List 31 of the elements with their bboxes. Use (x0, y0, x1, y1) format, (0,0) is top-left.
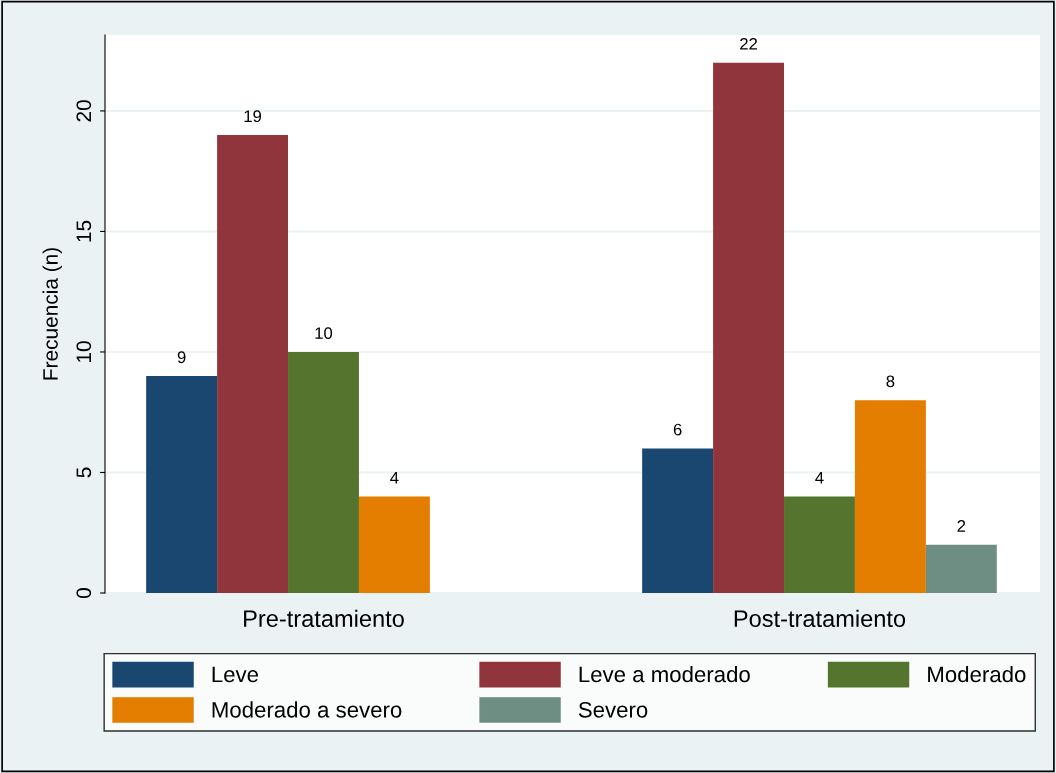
legend-label: Moderado a severo (212, 701, 402, 718)
x-tick-label: Post-tratamiento (734, 609, 906, 628)
legend-label: Severo (578, 701, 648, 718)
y-tick-label: 20 (76, 100, 92, 122)
bar (642, 448, 714, 593)
data-label: 6 (673, 423, 682, 436)
data-label: 4 (390, 472, 399, 484)
bar (784, 496, 855, 593)
data-label: 2 (957, 520, 966, 532)
bar (854, 400, 926, 593)
bar (146, 376, 218, 593)
data-label: 8 (886, 375, 895, 388)
bar (713, 62, 785, 593)
data-label: 9 (177, 351, 186, 364)
bar (925, 544, 997, 593)
y-axis-title: Frecuencia (n) (42, 248, 62, 380)
x-tick-label: Pre-tratamiento (244, 609, 404, 628)
data-label: 19 (244, 110, 262, 123)
bar (358, 496, 430, 593)
data-label: 4 (815, 472, 824, 484)
y-tick-label: 15 (76, 220, 92, 242)
legend-label: Leve (212, 666, 259, 683)
y-tick-label: 10 (76, 341, 92, 362)
data-label: 22 (740, 37, 757, 50)
y-tick-label: 5 (76, 467, 92, 478)
bar (288, 351, 359, 593)
legend-label: Leve a moderado (579, 665, 750, 683)
y-tick-label: 0 (76, 588, 92, 598)
bar (217, 135, 289, 593)
legend-label: Moderado (928, 665, 1026, 683)
data-label: 10 (315, 327, 333, 340)
